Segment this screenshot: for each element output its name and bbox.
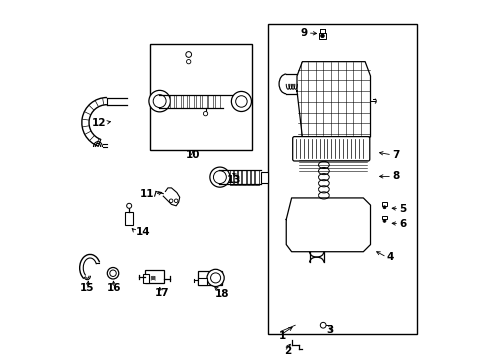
Bar [247,170,250,185]
Text: 1: 1 [279,331,286,341]
Bar [198,278,207,285]
Circle shape [110,270,116,276]
Bar [189,95,194,108]
Bar [382,216,387,220]
Circle shape [186,51,192,57]
Bar [238,170,242,185]
Bar [198,271,221,285]
Text: 16: 16 [107,283,122,293]
Bar [170,95,174,108]
Circle shape [187,59,191,64]
Bar [202,95,207,108]
Text: 17: 17 [154,288,169,298]
Text: 4: 4 [387,252,394,262]
Text: 12: 12 [91,118,106,128]
Circle shape [207,269,224,287]
Text: 14: 14 [136,227,150,237]
Polygon shape [297,62,370,137]
Circle shape [203,112,208,116]
Text: 8: 8 [392,171,399,181]
Bar [183,95,187,108]
Circle shape [153,95,166,108]
Circle shape [383,206,386,209]
Bar [251,170,254,185]
Text: 13: 13 [227,175,242,185]
Text: 10: 10 [186,150,200,160]
Bar [243,170,245,185]
Bar [234,170,237,185]
Circle shape [383,220,386,222]
Bar [382,202,387,206]
Bar [215,95,220,108]
Bar [196,95,200,108]
Text: 3: 3 [327,325,334,335]
Polygon shape [286,198,370,252]
Circle shape [320,34,324,38]
Circle shape [174,199,178,203]
Text: 7: 7 [392,150,399,160]
Text: 6: 6 [399,219,406,229]
Bar [150,44,252,149]
Circle shape [231,91,251,112]
Circle shape [149,90,171,112]
Circle shape [170,199,173,203]
Bar [230,170,233,185]
Bar [176,95,181,108]
Bar [255,170,259,185]
Text: 18: 18 [215,289,229,299]
Circle shape [126,203,132,208]
Bar [145,270,164,283]
Bar [269,24,417,334]
FancyBboxPatch shape [293,136,370,161]
Text: 9: 9 [301,28,308,38]
Text: 2: 2 [285,346,292,356]
Circle shape [211,273,220,283]
Circle shape [320,322,326,328]
Bar [318,33,326,39]
Bar [125,212,133,225]
Text: 15: 15 [80,283,95,293]
Text: 5: 5 [399,204,406,214]
Circle shape [210,167,230,187]
Circle shape [107,267,119,279]
Bar [143,274,149,283]
Bar [208,95,213,108]
Bar [261,172,269,183]
Text: 11: 11 [140,189,155,199]
Circle shape [214,171,226,184]
Circle shape [236,96,247,107]
